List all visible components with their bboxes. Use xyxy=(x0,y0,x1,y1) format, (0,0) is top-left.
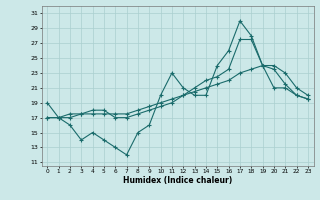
X-axis label: Humidex (Indice chaleur): Humidex (Indice chaleur) xyxy=(123,176,232,185)
